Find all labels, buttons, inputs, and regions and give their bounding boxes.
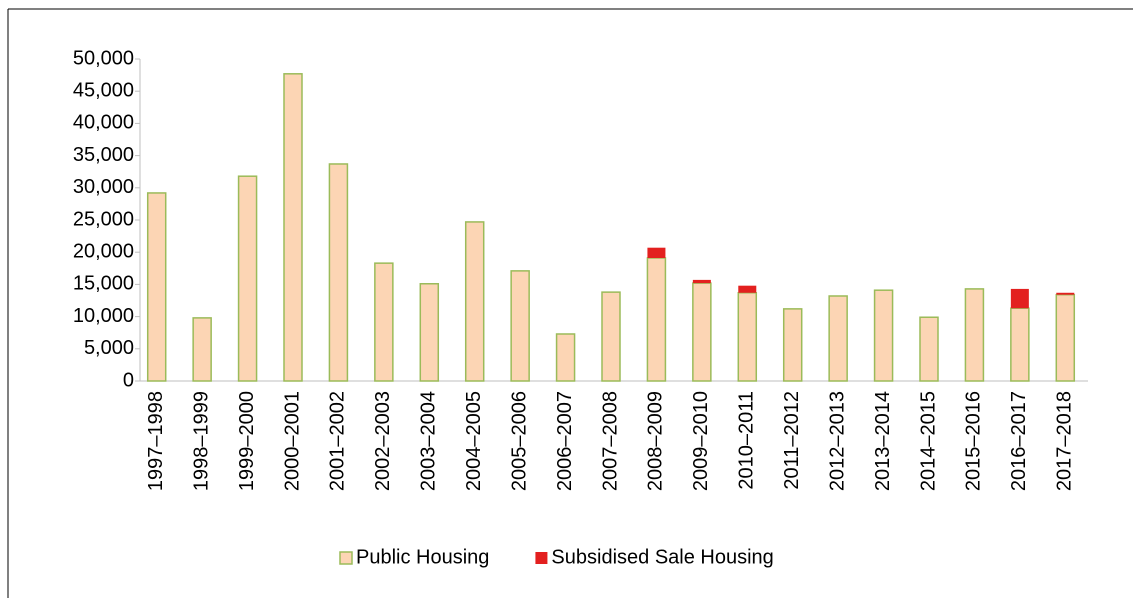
bar-segment <box>464 221 485 382</box>
x-tick-label: 2002–2003 <box>372 391 394 491</box>
bar-segment <box>828 295 848 382</box>
x-tick-label: 2015–2016 <box>963 391 985 491</box>
bar-segment <box>555 333 576 382</box>
bar-segment <box>646 257 667 382</box>
x-tick-label: 2006–2007 <box>554 391 576 491</box>
bar-segment <box>647 247 666 258</box>
x-tick-label: 1999–2000 <box>236 391 258 491</box>
y-tick-label: 45,000 <box>73 79 134 101</box>
bar-segment <box>237 175 258 382</box>
x-tick-label: 2007–2008 <box>599 391 621 491</box>
x-tick-label: 2001–2002 <box>327 391 349 491</box>
bar-segment <box>374 262 394 382</box>
y-tick-label: 30,000 <box>73 176 134 198</box>
bar-segment <box>738 285 757 293</box>
bar-segment <box>1010 288 1029 309</box>
y-tick-label: 15,000 <box>73 273 134 295</box>
bar-segment <box>192 317 212 382</box>
bar-segment <box>1010 307 1030 382</box>
bar-segment <box>919 316 939 382</box>
y-tick-label: 20,000 <box>73 240 134 262</box>
x-tick-label: 2013–2014 <box>872 391 894 491</box>
bar-segment <box>1055 293 1076 382</box>
x-tick-label: 2003–2004 <box>418 391 440 491</box>
legend-label: Subsidised Sale Housing <box>551 546 773 568</box>
y-tick-label: 10,000 <box>73 305 134 327</box>
x-tick-label: 2004–2005 <box>463 391 485 491</box>
x-tick-label: 2014–2015 <box>917 391 939 491</box>
bar-segment <box>510 270 530 382</box>
legend-label: Public Housing <box>356 546 489 568</box>
bar-segment <box>146 192 167 382</box>
y-tick-label: 25,000 <box>73 208 134 230</box>
x-tick-label: 2010–2011 <box>736 391 758 490</box>
x-tick-label: 2012–2013 <box>826 391 848 491</box>
y-tick-label: 0 <box>123 369 134 391</box>
bar-segment <box>419 283 440 382</box>
x-tick-label: 2017–2018 <box>1054 391 1076 491</box>
bar-segment <box>692 279 711 284</box>
bar-segment <box>964 288 985 382</box>
x-tick-label: 2000–2001 <box>281 391 303 491</box>
legend-swatch <box>339 551 353 565</box>
x-tick-label: 1998–1999 <box>190 391 212 491</box>
x-tick-label: 2016–2017 <box>1008 391 1030 491</box>
bar-segment <box>1056 292 1075 295</box>
y-tick-label: 35,000 <box>73 144 134 166</box>
y-tick-label: 50,000 <box>73 47 134 69</box>
bar-segment <box>601 291 621 382</box>
y-tick-label: 5,000 <box>84 337 134 359</box>
bar-segment <box>692 282 712 382</box>
x-tick-label: 2005–2006 <box>508 391 530 491</box>
x-tick-label: 2008–2009 <box>645 391 667 491</box>
y-tick-label: 40,000 <box>73 112 134 134</box>
bar-segment <box>782 308 803 382</box>
bar-segment <box>737 292 758 382</box>
x-tick-label: 2011–2012 <box>781 391 803 490</box>
legend-swatch <box>535 552 548 564</box>
bar-segment <box>328 163 349 382</box>
x-tick-label: 2009–2010 <box>690 391 712 491</box>
bar-segment <box>283 73 303 382</box>
bar-segment <box>873 289 894 382</box>
x-tick-label: 1997–1998 <box>145 391 167 491</box>
